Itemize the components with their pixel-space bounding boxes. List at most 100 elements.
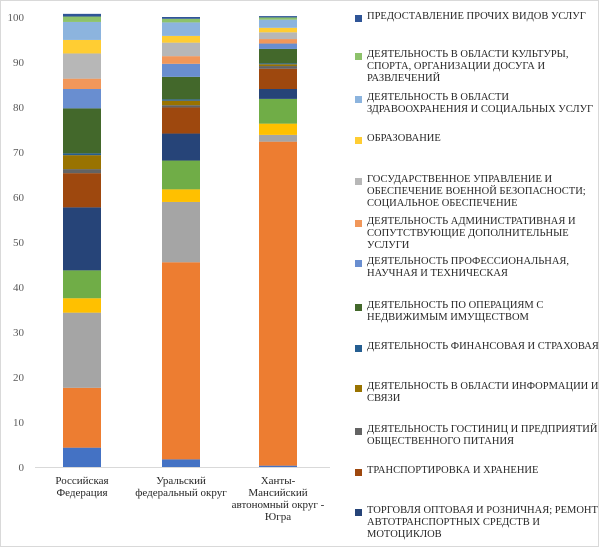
bar-segment (63, 312, 101, 388)
y-tick-label: 80 (13, 102, 25, 114)
x-category-label-line: Российская (55, 475, 109, 487)
bar-segment (162, 100, 200, 106)
legend-swatch (355, 345, 362, 352)
legend-item: ДЕЯТЕЛЬНОСТЬ ПРОФЕССИОНАЛЬНАЯ, НАУЧНАЯ И… (355, 256, 601, 280)
x-category-label: Российская Федерация (27, 475, 137, 499)
legend-label: ДЕЯТЕЛЬНОСТЬ В ОБЛАСТИ ИНФОРМАЦИИ И СВЯЗ… (367, 381, 599, 404)
bar-segment (63, 53, 101, 79)
bar-segment (259, 66, 297, 69)
bar-segment (259, 17, 297, 20)
legend-label: ДЕЯТЕЛЬНОСТЬ ПРОФЕССИОНАЛЬНАЯ, НАУЧНАЯ И… (367, 256, 570, 279)
legend-label: ДЕЯТЕЛЬНОСТЬ ПО ОПЕРАЦИЯМ С НЕДВИЖИМЫМ И… (367, 300, 544, 323)
legend-swatch (355, 96, 362, 103)
legend-swatch (355, 53, 362, 60)
legend-item: ДЕЯТЕЛЬНОСТЬ В ОБЛАСТИ КУЛЬТУРЫ, СПОРТА,… (355, 49, 601, 85)
bar-segment (63, 207, 101, 271)
bar-segment (63, 153, 101, 156)
bar-segment (63, 13, 101, 17)
legend-item: ГОСУДАРСТВЕННОЕ УПРАВЛЕНИЕ И ОБЕСПЕЧЕНИЕ… (355, 174, 601, 210)
legend-swatch (355, 220, 362, 227)
legend-swatch (355, 428, 362, 435)
bar-segment (259, 32, 297, 40)
x-category-label-line: Мансийский (248, 487, 308, 499)
y-tick-label: 40 (13, 282, 25, 294)
bar-segment (259, 465, 297, 467)
bar-segment (162, 201, 200, 263)
legend-label: ТОРГОВЛЯ ОПТОВАЯ И РОЗНИЧНАЯ; РЕМОНТ АВТ… (367, 505, 598, 540)
legend-swatch (355, 304, 362, 311)
bar-segment (63, 387, 101, 448)
bar-segment (162, 17, 200, 19)
bar-segment (162, 459, 200, 467)
legend-item: ДЕЯТЕЛЬНОСТЬ АДМИНИСТРАТИВНАЯ И СОПУТСТВ… (355, 216, 601, 252)
legend-swatch (355, 137, 362, 144)
bar-segment (63, 270, 101, 299)
legend-label: ДЕЯТЕЛЬНОСТЬ В ОБЛАСТИ КУЛЬТУРЫ, СПОРТА,… (367, 49, 569, 84)
legend-item: ДЕЯТЕЛЬНОСТЬ ПО ОПЕРАЦИЯМ С НЕДВИЖИМЫМ И… (355, 300, 601, 324)
bar-segment (162, 63, 200, 77)
legend-swatch (355, 260, 362, 267)
bar-segment (63, 16, 101, 22)
x-category-label-line: автономный округ - (231, 499, 325, 511)
bar-segment (162, 56, 200, 64)
y-tick-label: 90 (13, 57, 25, 69)
bar-segment (63, 298, 101, 313)
x-category-label-line: Уральский (156, 475, 206, 487)
legend-item: ДЕЯТЕЛЬНОСТЬ В ОБЛАСТИ ЗДРАВООХРАНЕНИЯ И… (355, 92, 601, 116)
legend-swatch (355, 469, 362, 476)
bar-segment (259, 123, 297, 135)
legend-swatch (355, 509, 362, 516)
bar-segment (162, 189, 200, 202)
legend-item: ДЕЯТЕЛЬНОСТЬ ФИНАНСОВАЯ И СТРАХОВАЯ (355, 341, 601, 353)
bar-segment (63, 21, 101, 40)
x-category-label-line: Ханты- (260, 475, 296, 487)
bar-segment (162, 160, 200, 190)
bar-segment (162, 76, 200, 100)
y-tick-label: 20 (13, 372, 25, 384)
legend-label: ОБРАЗОВАНИЕ (367, 133, 441, 144)
legend-label: ТРАНСПОРТИРОВКА И ХРАНЕНИЕ (367, 465, 539, 476)
bar-segment (259, 89, 297, 99)
legend-item: ТРАНСПОРТИРОВКА И ХРАНЕНИЕ (355, 465, 601, 477)
legend-swatch (355, 385, 362, 392)
bar-segment (259, 98, 297, 124)
legend-label: ДЕЯТЕЛЬНОСТЬ ГОСТИНИЦ И ПРЕДПРИЯТИЙ ОБЩЕ… (367, 424, 598, 447)
x-category-label-line: федеральный округ (135, 487, 227, 499)
bar-segment (162, 133, 200, 161)
legend-item: ДЕЯТЕЛЬНОСТЬ В ОБЛАСТИ ИНФОРМАЦИИ И СВЯЗ… (355, 381, 601, 405)
bar-segment (259, 39, 297, 44)
y-tick-label: 30 (13, 327, 25, 339)
x-category-label-line: Федерация (56, 487, 108, 499)
bar-segment (162, 107, 200, 134)
bar-segment (259, 16, 297, 18)
x-category-label: Уральский федеральный округ (126, 475, 236, 499)
bar-segment (259, 134, 297, 142)
bar-segment (259, 48, 297, 64)
bar-segment (162, 18, 200, 23)
bar-segment (63, 39, 101, 54)
bar-segment (259, 19, 297, 28)
bar-segment (162, 22, 200, 36)
bar-segment (162, 105, 200, 108)
legend-item: ТОРГОВЛЯ ОПТОВАЯ И РОЗНИЧНАЯ; РЕМОНТ АВТ… (355, 505, 601, 541)
legend-item: ОБРАЗОВАНИЕ (355, 133, 601, 145)
bar-segment (162, 262, 200, 460)
y-tick-label: 70 (13, 147, 25, 159)
legend-swatch (355, 15, 362, 22)
bar-segment (63, 78, 101, 89)
bar-segment (259, 27, 297, 33)
legend-label: ПРЕДОСТАВЛЕНИЕ ПРОЧИХ ВИДОВ УСЛУГ (367, 11, 586, 22)
bar-segment (162, 35, 200, 43)
bar-segment (162, 42, 200, 57)
bar-segment (259, 64, 297, 67)
bar-segment (63, 108, 101, 154)
y-tick-label: 10 (13, 417, 25, 429)
bar-segment (63, 173, 101, 208)
legend-label: ГОСУДАРСТВЕННОЕ УПРАВЛЕНИЕ И ОБЕСПЕЧЕНИЕ… (367, 174, 586, 209)
bar-segment (63, 447, 101, 467)
bar-segment (259, 141, 297, 466)
legend-label: ДЕЯТЕЛЬНОСТЬ В ОБЛАСТИ ЗДРАВООХРАНЕНИЯ И… (367, 92, 594, 115)
bar-segment (63, 155, 101, 170)
